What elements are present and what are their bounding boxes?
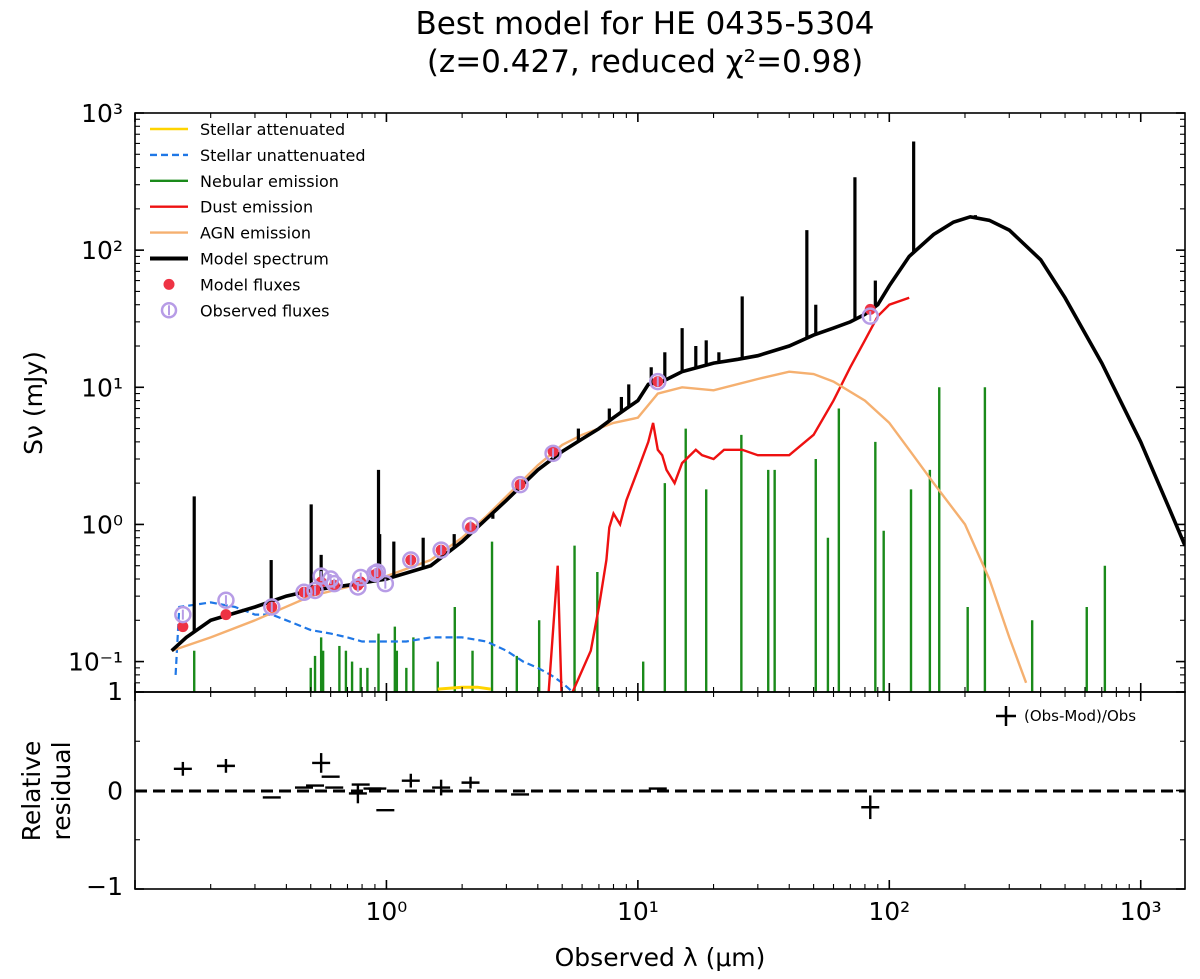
- observed-flux-point: [861, 307, 880, 325]
- residual-legend-label: (Obs-Mod)/Obs: [1024, 707, 1136, 725]
- nebular-emission-lines: [193, 387, 1107, 692]
- y-tick-label: 10³: [81, 99, 123, 128]
- y-tick-label: 10¹: [81, 373, 123, 402]
- observed-flux-point: [263, 598, 281, 616]
- residual-y-tick-labels: −1 0 1: [86, 677, 123, 901]
- legend-label: Stellar attenuated: [200, 120, 345, 139]
- x-tick-labels: 10⁰ 10¹ 10² 10³: [366, 897, 1162, 926]
- observed-flux-point: [511, 475, 529, 494]
- residual-point: [461, 776, 480, 789]
- x-tick-label: 10¹: [617, 897, 659, 926]
- legend-label: Observed fluxes: [200, 301, 329, 320]
- residual-y-tick-label: 0: [107, 777, 123, 806]
- legend-entry-nebular: Nebular emission: [150, 172, 339, 191]
- residual-y-axis-label-line1: Relative: [17, 741, 46, 842]
- y-tick-label: 10⁰: [81, 510, 123, 539]
- legend-entry-model-fluxes: Model fluxes: [163, 275, 301, 294]
- observed-flux-point: [217, 591, 235, 609]
- legend-label: Model fluxes: [200, 275, 301, 294]
- observed-flux-point: [432, 541, 450, 559]
- legend-entry-stellar-unattenuated: Stellar unattenuated: [150, 146, 365, 165]
- y-tick-label: 10²: [81, 236, 123, 265]
- observed-flux-point: [325, 574, 343, 593]
- residual-legend: (Obs-Mod)/Obs: [996, 706, 1136, 726]
- legend-entry-stellar-attenuated: Stellar attenuated: [150, 120, 345, 139]
- agn-emission-curve: [171, 370, 1028, 684]
- residual-point: [401, 773, 420, 788]
- legend-entry-observed-fluxes: Observed fluxes: [160, 301, 329, 320]
- x-tick-label: 10²: [868, 897, 910, 926]
- residual-point: [312, 753, 331, 773]
- legend-label: Model spectrum: [200, 250, 329, 269]
- residual-y-axis-label-line2: residual: [47, 741, 76, 840]
- y-tick-labels: 10⁻¹ 10⁰ 10¹ 10² 10³: [68, 99, 123, 677]
- observed-flux-point: [544, 444, 562, 463]
- legend-label: Nebular emission: [200, 172, 339, 191]
- chart-subtitle: (z=0.427, reduced χ²=0.98): [427, 44, 863, 80]
- model-flux-point: [177, 621, 189, 633]
- x-axis-label: Observed λ (μm): [555, 943, 766, 972]
- main-axis-ticks: [134, 112, 1185, 693]
- observed-flux-point: [461, 516, 480, 535]
- residual-y-tick-label: −1: [86, 872, 123, 901]
- sed-plot-area: 10⁻¹ 10⁰ 10¹ 10² 10³: [68, 99, 1186, 693]
- residual-point: [861, 795, 880, 820]
- residual-point: [216, 758, 235, 773]
- legend-label: AGN emission: [200, 224, 311, 243]
- y-tick-label: 10⁻¹: [68, 648, 123, 677]
- residual-point: [432, 779, 451, 796]
- x-tick-label: 10⁰: [366, 897, 408, 926]
- observed-flux-point: [368, 563, 387, 581]
- y-axis-label: Sν (mJy): [19, 351, 48, 455]
- observed-flux-point: [295, 583, 313, 602]
- observed-fluxes-points: [174, 307, 880, 624]
- residual-points: [173, 753, 880, 820]
- observed-flux-point: [174, 605, 192, 624]
- legend-entry-agn: AGN emission: [150, 224, 311, 243]
- residual-y-tick-label: 1: [107, 677, 123, 706]
- legend-entry-model: Model spectrum: [150, 250, 329, 269]
- chart-title: Best model for HE 0435-5304: [415, 6, 874, 42]
- legend-label: Stellar unattenuated: [200, 146, 365, 165]
- stellar-unattenuated-curve: [174, 601, 574, 692]
- dust-emission-curve: [547, 296, 910, 692]
- observed-flux-point: [306, 581, 324, 600]
- legend-label: Dust emission: [200, 198, 313, 217]
- observed-flux-point: [649, 372, 667, 391]
- observed-flux-point: [312, 567, 330, 585]
- residual-point: [173, 761, 192, 776]
- x-tick-label: 10³: [1120, 897, 1162, 926]
- residual-axis-ticks: [134, 691, 1185, 890]
- residual-point: [348, 783, 367, 804]
- residual-plot-area: −1 0 1 (Obs-Mod)/Obs: [86, 677, 1186, 901]
- model-flux-point: [220, 609, 232, 621]
- legend-entry-dust: Dust emission: [150, 198, 313, 217]
- observed-flux-point: [402, 551, 420, 569]
- legend: Stellar attenuated Stellar unattenuated Ne…: [150, 120, 365, 320]
- stellar-attenuated-curve: [437, 685, 492, 691]
- model-spectrum-lines: [192, 141, 977, 632]
- observed-flux-point: [376, 574, 395, 593]
